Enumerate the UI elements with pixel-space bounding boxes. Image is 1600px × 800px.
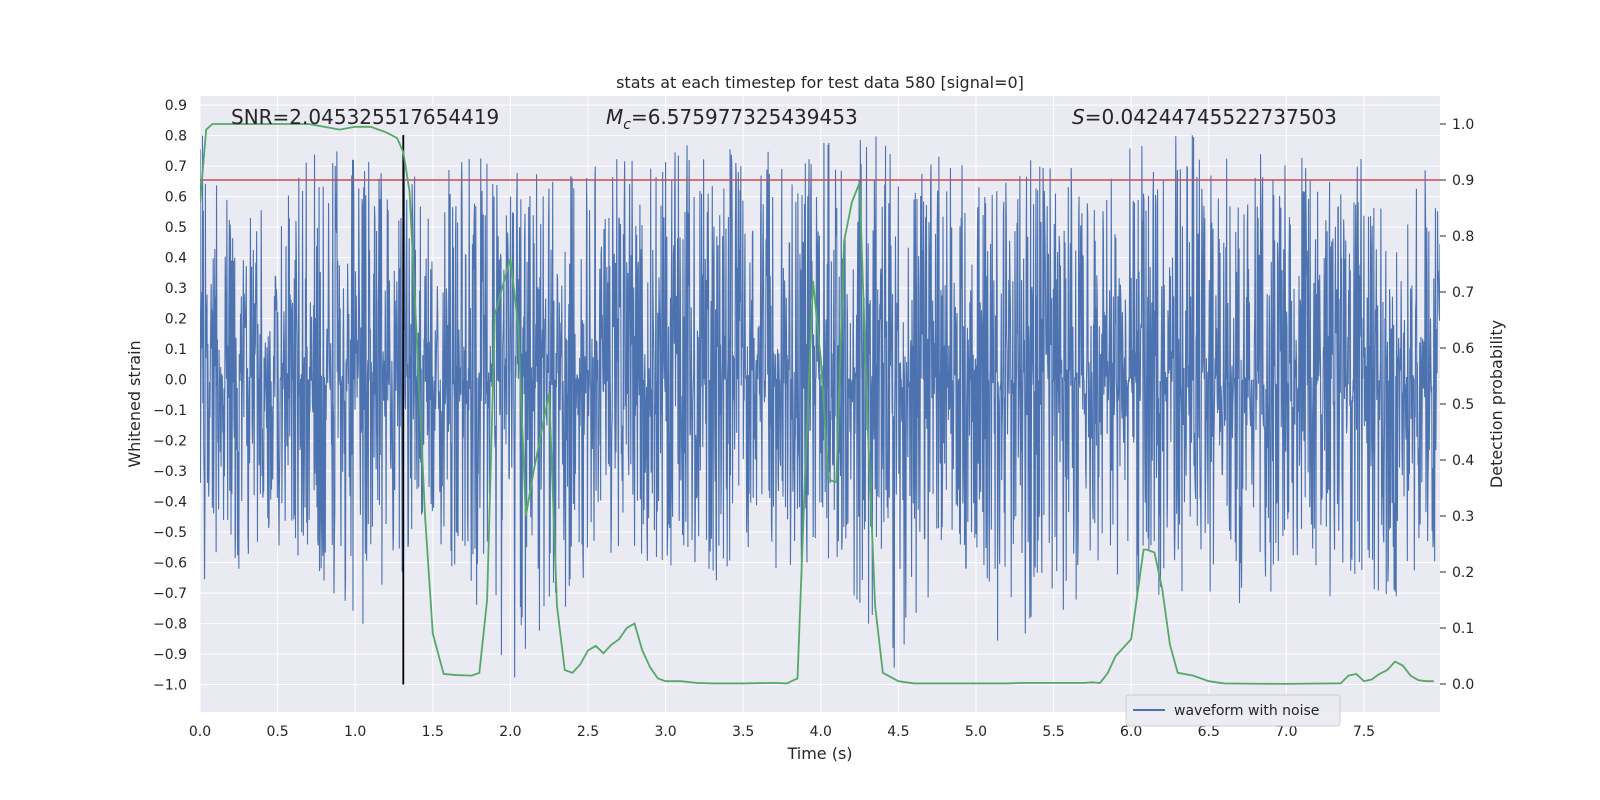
y-tick-label-19: −1.0 xyxy=(153,678,187,694)
x-tick-label-1: 0.5 xyxy=(266,724,288,740)
x-axis-ticks: 0.0 0.5 1.0 1.5 2.0 2.5 3.0 3.5 4.0 4.5 5.0 5.5 6.0 6… xyxy=(189,724,1375,740)
y-tick-label-1: 0.8 xyxy=(165,129,187,145)
y2-tick-label-1: 0.9 xyxy=(1452,173,1474,189)
x-tick-label-3: 1.5 xyxy=(422,724,444,740)
y-tick-label-15: −0.6 xyxy=(153,556,187,572)
y2-tick-label-5: 0.5 xyxy=(1452,397,1474,413)
x-tick-label-10: 5.0 xyxy=(965,724,987,740)
x-axis-title: Time (s) xyxy=(786,744,852,763)
detection-probability-line xyxy=(200,123,1434,685)
y-tick-label-8: 0.1 xyxy=(165,342,187,358)
x-tick-label-5: 2.5 xyxy=(577,724,599,740)
y2-tick-label-0: 1.0 xyxy=(1452,117,1474,133)
y-tick-label-14: −0.5 xyxy=(153,525,187,541)
y-tick-label-12: −0.3 xyxy=(153,464,187,480)
legend-label-waveform: waveform with noise xyxy=(1174,703,1319,719)
y-tick-label-3: 0.6 xyxy=(165,190,187,206)
y-tick-label-10: −0.1 xyxy=(153,403,187,419)
chirp-mass-subscript: c xyxy=(623,117,631,133)
y-tick-label-7: 0.2 xyxy=(165,312,187,328)
snr-annotation: SNR=2.045325517654419 xyxy=(231,105,499,129)
chirp-mass-symbol: M xyxy=(606,105,623,129)
x-tick-label-13: 6.5 xyxy=(1198,724,1220,740)
y-tick-label-5: 0.4 xyxy=(165,251,187,267)
chirp-mass-value: =6.575977325439453 xyxy=(631,105,858,129)
y-tick-label-0: 0.9 xyxy=(165,98,187,114)
legend-box xyxy=(1125,694,1341,727)
chirp-mass-annotation: Mc=6.575977325439453 xyxy=(606,105,858,133)
s-symbol: S xyxy=(1072,105,1085,129)
y-tick-label-2: 0.7 xyxy=(165,159,187,175)
y2-tick-label-6: 0.4 xyxy=(1452,453,1474,469)
y2-tick-label-8: 0.2 xyxy=(1452,565,1474,581)
x-tick-label-15: 7.5 xyxy=(1353,724,1375,740)
y2-axis-title: Detection probability xyxy=(1487,320,1506,488)
x-tick-label-0: 0.0 xyxy=(189,724,211,740)
y-tick-label-11: −0.2 xyxy=(153,434,187,450)
y-tick-label-9: 0.0 xyxy=(165,373,187,389)
y-tick-label-4: 0.5 xyxy=(165,220,187,236)
x-tick-label-14: 7.0 xyxy=(1275,724,1297,740)
y-axis-ticks: 0.9 0.8 0.7 0.6 0.5 0.4 0.3 0.2 0.1 0.0 −0.1 −0.2 −0… xyxy=(153,98,187,693)
s-value: =0.04244745522737503 xyxy=(1085,105,1337,129)
y2-tick-label-7: 0.3 xyxy=(1452,509,1474,525)
y-tick-label-17: −0.8 xyxy=(153,617,187,633)
x-tick-label-12: 6.0 xyxy=(1120,724,1142,740)
x-tick-label-11: 5.5 xyxy=(1042,724,1064,740)
y-tick-label-6: 0.3 xyxy=(165,281,187,297)
y2-tick-label-9: 0.1 xyxy=(1452,621,1474,637)
x-tick-label-8: 4.0 xyxy=(810,724,832,740)
y-axis-title: Whitened strain xyxy=(125,340,144,467)
y2-tick-label-4: 0.6 xyxy=(1452,341,1474,357)
x-tick-label-4: 2.0 xyxy=(499,724,521,740)
y-tick-label-18: −0.9 xyxy=(153,647,187,663)
y2-tick-label-3: 0.7 xyxy=(1452,285,1474,301)
detection-probability-series xyxy=(200,123,1434,685)
x-tick-label-9: 4.5 xyxy=(887,724,909,740)
y2-tick-label-10: 0.0 xyxy=(1452,677,1474,693)
chart-title: stats at each timestep for test data 580… xyxy=(616,73,1024,92)
y-tick-label-13: −0.4 xyxy=(153,495,187,511)
x-tick-label-7: 3.5 xyxy=(732,724,754,740)
waveform-series xyxy=(200,135,1440,678)
y-tick-label-16: −0.7 xyxy=(153,586,187,602)
y2-tick-label-2: 0.8 xyxy=(1452,229,1474,245)
x-tick-label-2: 1.0 xyxy=(344,724,366,740)
s-annotation: S=0.04244745522737503 xyxy=(1072,105,1337,129)
y2-axis-ticks: 1.0 0.9 0.8 0.7 0.6 0.5 0.4 0.3 0.2 0.1 0.0 xyxy=(1440,117,1474,693)
x-tick-label-6: 3.0 xyxy=(654,724,676,740)
legend: waveform with noise xyxy=(1125,694,1341,727)
waveform-with-noise-line xyxy=(200,135,1440,678)
